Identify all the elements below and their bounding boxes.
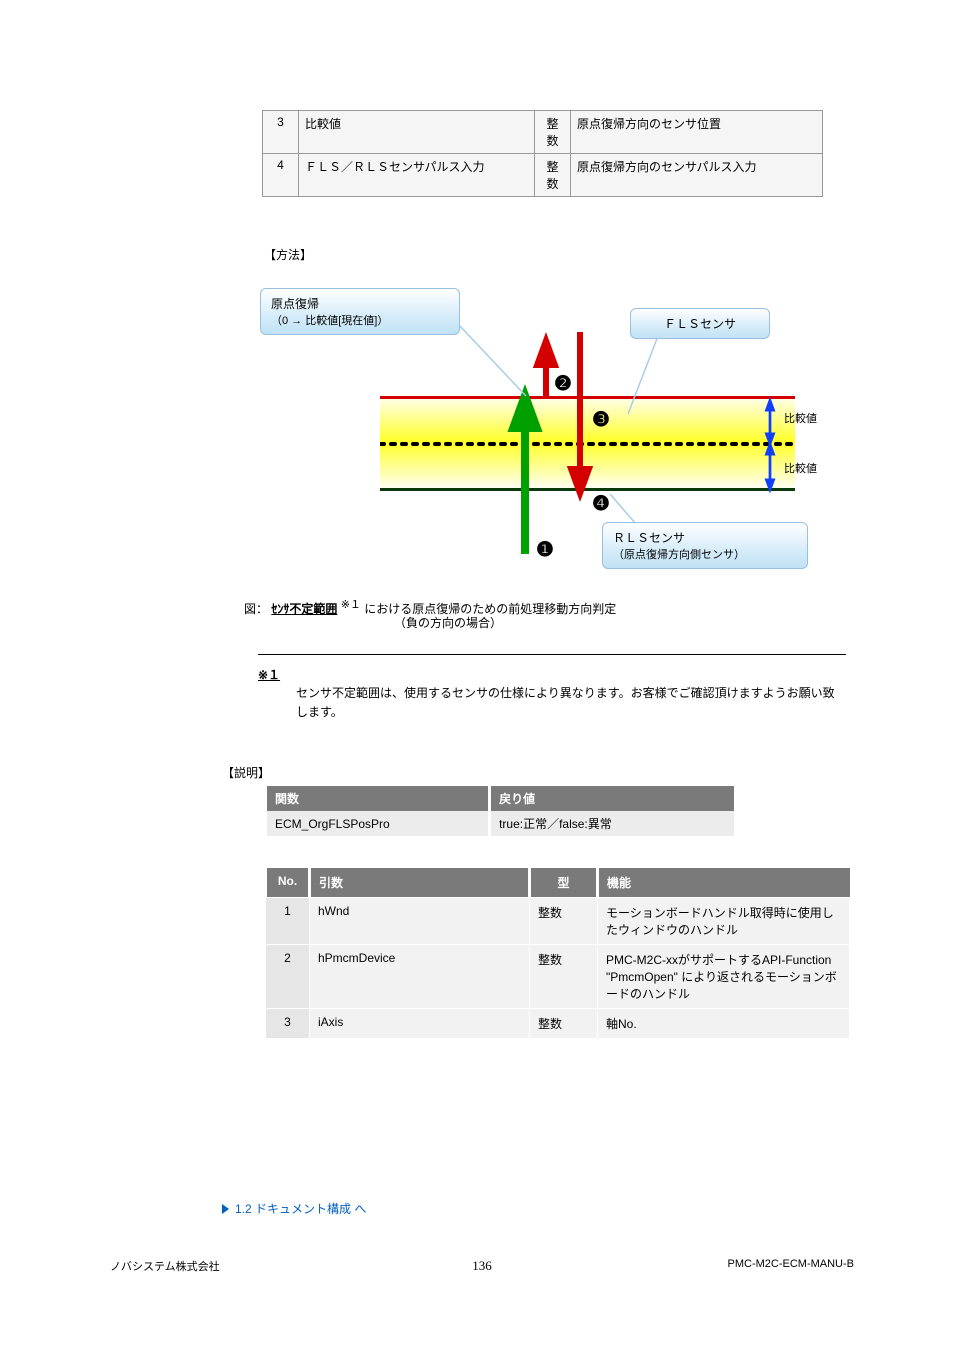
cell-func: 軸No. [598,1009,850,1039]
callout-rls: ＲＬＳセンサ （原点復帰方向側センサ） [602,522,808,569]
callout-left-line1: 原点復帰 [271,297,319,311]
num-3-icon: ❸ [592,410,610,430]
cell-type: 整数 [530,1009,598,1039]
cell-type: 整数 [535,154,571,197]
cell-num: 4 [263,154,299,197]
gtable-h1: 戻り値 [490,786,734,811]
cell-arg: iAxis [310,1009,530,1039]
cell-func: モーションボードハンドル取得時に使用したウィンドウのハンドル [598,898,850,945]
diagram-caption: 図： ｾﾝｻ不定範囲 ※１ における原点復帰のための前処理移動方向判定 [244,596,824,617]
cell-label: 比較値 [299,111,535,154]
cell-num: 3 [263,111,299,154]
diagram-subcaption: （負の方向の場合） [394,614,502,631]
caption-title: ｾﾝｻ不定範囲 [271,602,337,616]
table-row: 2 hPmcmDevice 整数 PMC-M2C-xxがサポートするAPI-Fu… [266,945,850,1009]
cell-no: 3 [266,1009,310,1039]
callout-rls-line1: ＲＬＳセンサ [613,531,685,545]
cell-func: PMC-M2C-xxがサポートするAPI-Function "PmcmOpen"… [598,945,850,1009]
blue-label-bottom: 比較値 [784,460,817,476]
footer-company: ノバシステム株式会社 [110,1258,220,1274]
note-body: センサ不定範囲は、使用するセンサの仕様により異なります。お客様でご確認頂けますよ… [296,684,836,722]
description-heading: 【説明】 [222,764,270,781]
btable-h2: 型 [530,868,598,898]
btable-h0: No. [266,868,310,898]
arrow-3-red-down [568,332,592,496]
cell-no: 1 [266,898,310,945]
callout-left-line2: （0 → 比較値[現在値]） [271,312,449,328]
cell-label: ＦＬＳ／ＲＬＳセンサパルス入力 [299,154,535,197]
callout-fls: ＦＬＳセンサ [630,308,770,339]
callout-left: 原点復帰 （0 → 比較値[現在値]） [260,288,460,335]
top-table: 3 比較値 整数 原点復帰方向のセンサ位置 4 ＦＬＳ／ＲＬＳセンサパルス入力 … [262,110,823,197]
footer-link-text: 1.2 ドキュメント構成 へ [235,1202,366,1216]
blue-range-arrow-bottom [760,442,780,492]
caption-shape-label: 図： [244,602,268,616]
footer-link[interactable]: 1.2 ドキュメント構成 へ [222,1200,366,1217]
method-heading: 【方法】 [264,246,312,263]
cell-desc: 原点復帰方向のセンサ位置 [571,111,823,154]
diagram: 比較値 比較値 ❷ ❸ ❹ ❶ 原点復帰 （0 → 比較値[現在値]） ＦＬＳセ… [340,280,840,650]
num-2-icon: ❷ [554,374,572,394]
arrow-1-green-up [510,396,540,556]
table-row: 4 ＦＬＳ／ＲＬＳセンサパルス入力 整数 原点復帰方向のセンサパルス入力 [263,154,823,197]
cell-desc: 原点復帰方向のセンサパルス入力 [571,154,823,197]
blue-label-top: 比較値 [784,410,817,426]
cell-type: 整数 [530,898,598,945]
btable-h1: 引数 [310,868,530,898]
btable-h3: 機能 [598,868,850,898]
table-row: 3 iAxis 整数 軸No. [266,1009,850,1039]
blue-range-arrow-top [760,398,780,446]
table-row: 1 hWnd 整数 モーションボードハンドル取得時に使用したウィンドウのハンドル [266,898,850,945]
divider [258,654,846,655]
num-4-icon: ❹ [592,494,610,514]
table-row: 3 比較値 整数 原点復帰方向のセンサ位置 [263,111,823,154]
footer-doc-id: PMC-M2C-ECM-MANU-B [728,1258,855,1270]
cell-no: 2 [266,945,310,1009]
callout-fls-leader [628,336,688,426]
callout-rls-line2: （原点復帰方向側センサ） [613,546,797,562]
callout-left-leader [458,324,538,404]
num-1-icon: ❶ [536,540,554,560]
cell-type: 整数 [530,945,598,1009]
gtable-h0: 関数 [266,786,490,811]
cell-arg: hWnd [310,898,530,945]
note-head: ※１ [258,666,280,683]
function-return-table: 関数 戻り値 ECM_OrgFLSPosPro true:正常／false:異常 [264,786,734,836]
chevron-right-icon [222,1204,229,1214]
cell-arg: hPmcmDevice [310,945,530,1009]
gtable-func: ECM_OrgFLSPosPro [266,811,490,836]
callout-fls-label: ＦＬＳセンサ [664,317,736,331]
arguments-table: No. 引数 型 機能 1 hWnd 整数 モーションボードハンドル取得時に使用… [264,868,850,1039]
gtable-ret: true:正常／false:異常 [490,811,734,836]
table-row: ECM_OrgFLSPosPro true:正常／false:異常 [266,811,735,836]
cell-type: 整数 [535,111,571,154]
footer-page-number: 136 [472,1258,492,1274]
